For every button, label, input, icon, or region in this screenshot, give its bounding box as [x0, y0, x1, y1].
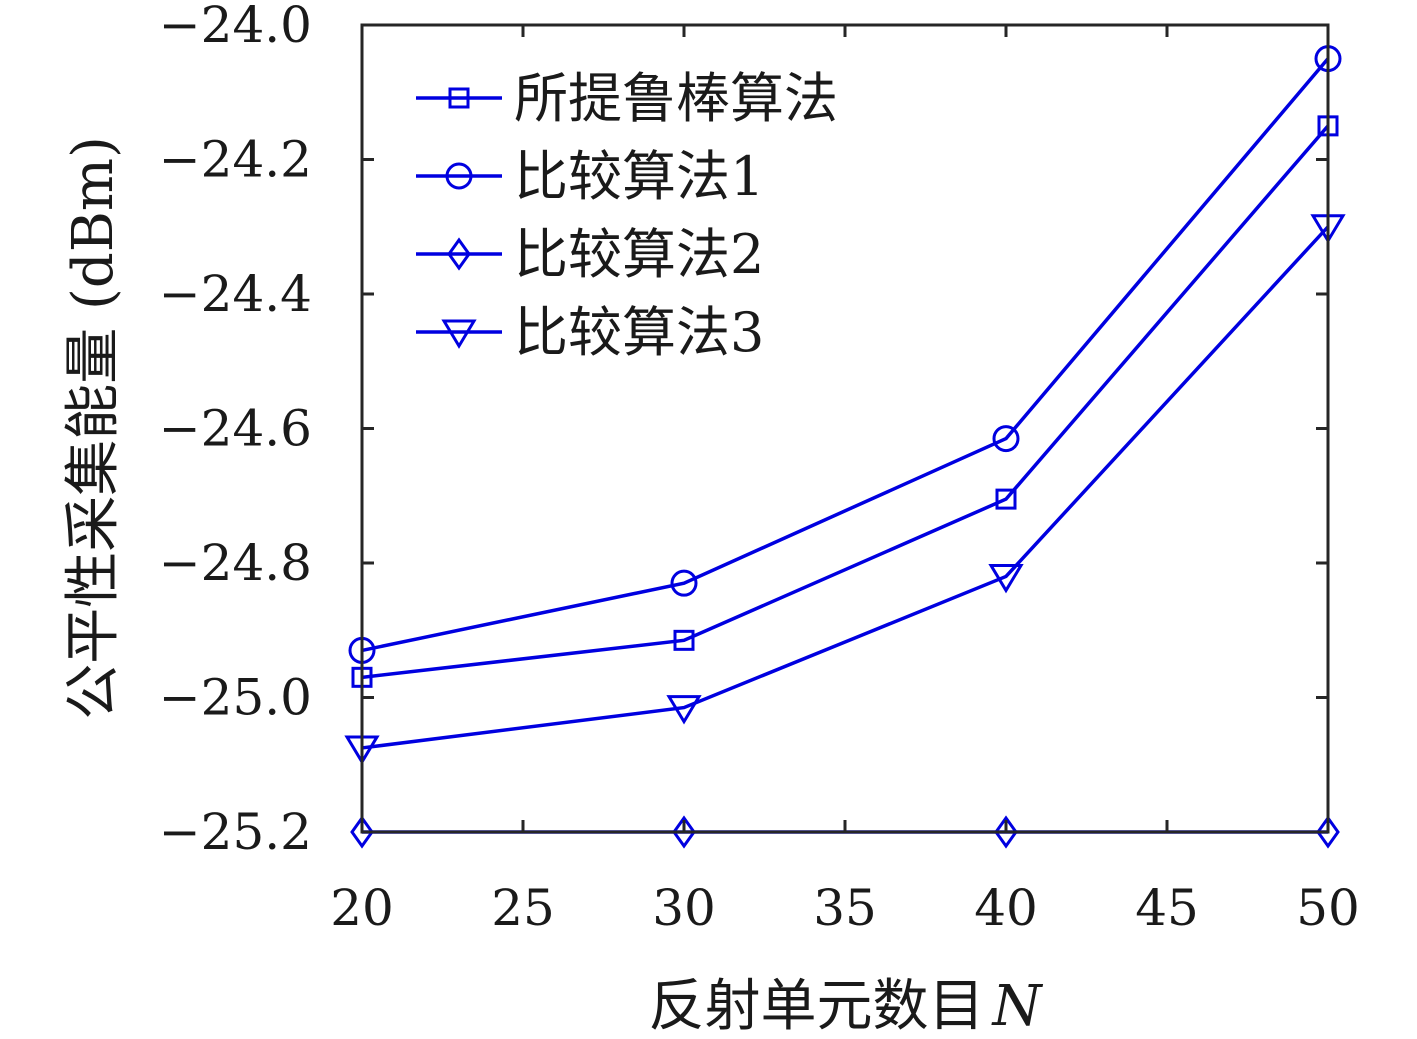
x-axis-variable: N	[991, 974, 1044, 1039]
legend-marker	[448, 87, 470, 109]
x-tick-label: 25	[491, 879, 555, 937]
x-axis-title: 反射单元数目 N	[649, 974, 1044, 1039]
series-1-point	[673, 629, 695, 651]
x-tick-label: 35	[813, 879, 877, 937]
legend-label: 比较算法3	[514, 301, 764, 364]
series-3-point	[994, 815, 1018, 849]
series-4-point	[666, 695, 702, 725]
series-4-point	[988, 563, 1024, 594]
x-tick-label: 50	[1296, 879, 1360, 937]
y-tick-label: −24.2	[159, 131, 312, 189]
y-tick-label: −24.4	[159, 265, 312, 323]
series-3-point	[1316, 815, 1340, 849]
legend-marker	[441, 319, 477, 349]
legend-label: 比较算法2	[514, 223, 764, 286]
x-tick-label: 45	[1135, 879, 1199, 937]
y-tick-label: −25.2	[159, 803, 312, 861]
y-tick-label: −25.0	[159, 669, 312, 727]
y-tick-label: −24.6	[159, 400, 312, 458]
series-2-point	[992, 425, 1020, 453]
plot-marks	[344, 45, 1346, 849]
y-axis-title: 公平性采集能量 (dBm)	[61, 136, 126, 720]
x-tick-label: 20	[330, 879, 394, 937]
series-line-1	[361, 124, 1330, 680]
series-1-point	[995, 488, 1017, 510]
legend-marker	[445, 162, 473, 190]
plot-frame	[360, 23, 1330, 834]
series-3-point	[672, 815, 696, 849]
legend-label: 比较算法1	[514, 145, 764, 208]
series-2-point	[670, 569, 698, 597]
series-line-2	[361, 57, 1330, 653]
series-line-4	[361, 225, 1330, 750]
axis-ticks: 20 25 30 35 40 45 50 −24.0 −24.2 −24.4 −24.6 −24.8 −…	[159, 0, 1360, 937]
x-axis-label: 反射单元数目	[649, 974, 985, 1039]
legend-label: 所提鲁棒算法	[514, 67, 838, 130]
legend-marker	[447, 237, 471, 271]
y-tick-label: −24.0	[159, 0, 312, 54]
x-tick-label: 30	[652, 879, 716, 937]
series-3-point	[350, 815, 374, 849]
y-tick-label: −24.8	[159, 534, 312, 592]
x-tick-label: 40	[974, 879, 1038, 937]
